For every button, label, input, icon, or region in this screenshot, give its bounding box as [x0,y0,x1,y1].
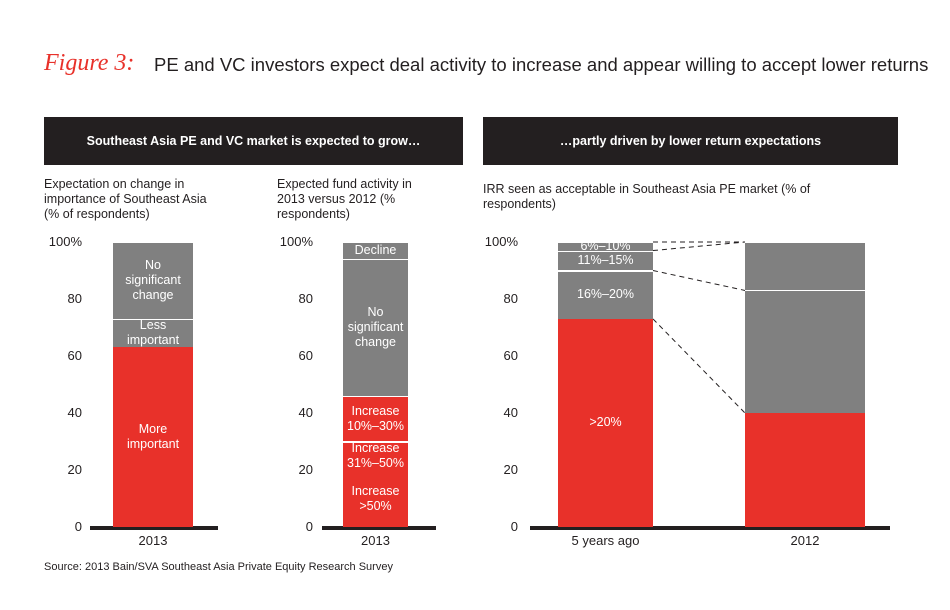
chart-subtitle: Expected fund activity in 2013 versus 20… [277,177,412,221]
y-tick-label: 0 [305,519,313,534]
y-tick-label: 80 [298,291,313,306]
y-tick-label: 60 [298,348,313,363]
bar-segment [343,242,408,260]
bar-segment [558,270,653,319]
connector [652,318,746,414]
connector [652,241,746,252]
bar-segment [113,347,193,527]
segment-label: >20% [589,415,622,430]
segment-label: 6%–10% [580,238,631,253]
segment-label: Less important [126,318,180,348]
bar-segment [343,441,408,470]
segment-label: No significant change [125,257,181,302]
y-tick-label: 40 [503,405,518,420]
source: Source: 2013 Bain/SVA Southeast Asia Pri… [44,561,393,573]
bar-segment [558,318,653,527]
y-tick-label: 60 [503,348,518,363]
y-tick-label: 40 [67,405,82,420]
panel-header: Southeast Asia PE and VC market is expec… [44,117,463,165]
bar-segment [343,470,408,527]
segment-label: No significant change [347,304,404,349]
segment-label: More important [126,422,180,452]
title: PE and VC investors expect deal activity… [154,54,929,75]
segment-label: 16%–20% [577,287,634,302]
y-tick-label: 80 [503,291,518,306]
segment-label: Increase 31%–50% [347,440,404,470]
y-tick-label: 100% [484,234,518,249]
bar-segment [745,413,865,527]
figure-label: Figure 3: [44,50,135,76]
y-tick-label: 100% [279,234,313,249]
y-tick-label: 0 [74,519,82,534]
y-tick-label: 20 [67,462,82,477]
chart-subtitle: Expectation on change in importance of S… [44,177,207,221]
y-tick-label: 80 [67,291,82,306]
bar-segment [745,242,865,291]
bar-segment [558,250,653,271]
panel-header: …partly driven by lower return expectati… [483,117,898,165]
y-tick-label: 100% [48,234,82,249]
y-tick-label: 20 [503,462,518,477]
x-tick-label: 5 years ago [571,533,640,548]
x-tick-label: 2013 [361,533,390,548]
bar-segment [558,242,653,251]
y-tick-label: 20 [298,462,313,477]
y-tick-label: 60 [67,348,82,363]
x-tick-label: 2013 [138,533,168,548]
segment-label: 11%–15% [577,253,634,268]
chart-subtitle: IRR seen as acceptable in Southeast Asia… [483,182,811,211]
segment-label: Increase 10%–30% [347,403,404,433]
segment-label: Decline [354,243,397,258]
bar-segment [343,259,408,396]
bar-segment [343,395,408,442]
bar-segment [113,318,193,348]
bar-segment [113,242,193,319]
connector [652,270,746,291]
bar-segment [745,290,865,413]
x-tick-label: 2012 [790,533,820,548]
segment-label: Increase >50% [351,483,400,513]
y-tick-label: 40 [298,405,313,420]
y-tick-label: 0 [510,519,518,534]
